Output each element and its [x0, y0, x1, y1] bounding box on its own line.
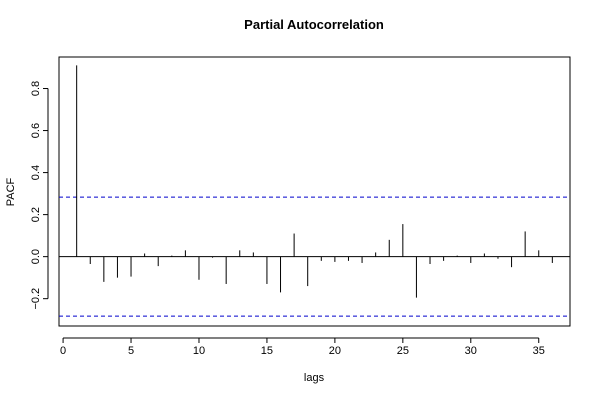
x-axis-label: lags [304, 372, 325, 384]
x-tick-label: 35 [533, 345, 545, 357]
x-tick-label: 0 [60, 345, 66, 357]
y-axis: −0.2 0.0 0.2 0.4 0.6 0.8 [30, 81, 49, 310]
y-tick-label: 0.0 [30, 249, 42, 264]
x-tick-label: 10 [193, 345, 205, 357]
y-tick-label: 0.8 [30, 81, 42, 96]
chart-title: Partial Autocorrelation [244, 17, 384, 32]
y-axis-label: PACF [5, 177, 17, 206]
y-tick-label: 0.6 [30, 123, 42, 138]
pacf-bars-layer [76, 65, 553, 298]
confidence-band-layer [59, 196, 570, 317]
x-tick-label: 30 [465, 345, 477, 357]
x-axis: 0 5 10 15 20 25 30 35 [60, 337, 545, 357]
y-tick-label: 0.4 [30, 165, 42, 180]
x-tick-label: 20 [329, 345, 341, 357]
x-tick-label: 5 [128, 345, 134, 357]
y-tick-label: −0.2 [30, 288, 42, 310]
plot-frame [58, 56, 571, 327]
x-tick-label: 25 [397, 345, 409, 357]
y-tick-label: 0.2 [30, 207, 42, 222]
x-tick-label: 15 [261, 345, 273, 357]
